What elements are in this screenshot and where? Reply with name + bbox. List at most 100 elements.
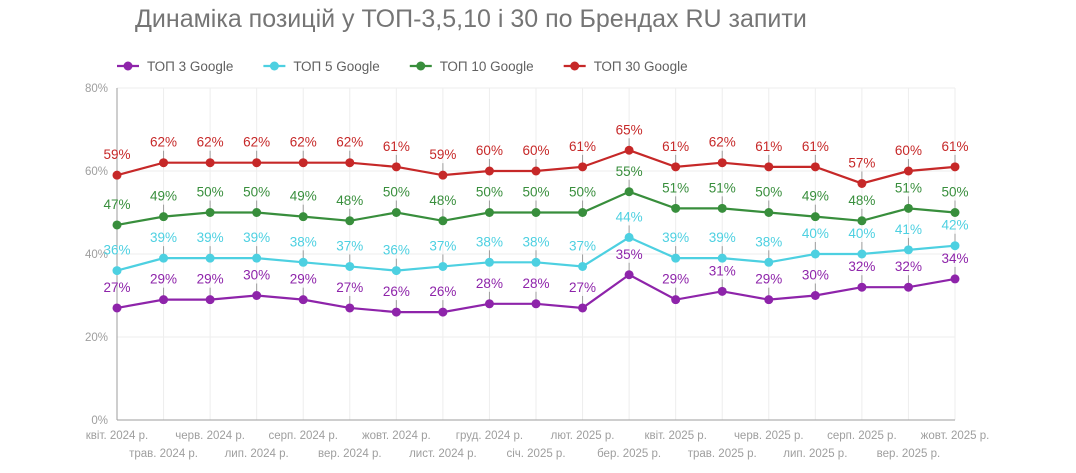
data-label: 44%: [616, 209, 643, 224]
data-point: [484, 166, 494, 176]
x-tick-label: лист. 2024 р.: [409, 448, 477, 460]
x-tick-label: серп. 2024 р.: [268, 430, 338, 442]
data-point: [252, 291, 262, 300]
data-point: [810, 212, 820, 222]
data-point: [298, 257, 308, 267]
data-point: [671, 162, 681, 172]
data-label: 40%: [848, 226, 875, 241]
data-point: [810, 291, 820, 300]
data-point: [810, 249, 820, 259]
data-point: [810, 162, 820, 172]
data-point: [298, 158, 308, 168]
data-label: 36%: [383, 243, 410, 258]
data-label: 50%: [522, 185, 549, 200]
data-point: [531, 166, 541, 176]
data-point: [764, 257, 774, 267]
x-tick-label: груд. 2024 р.: [456, 430, 523, 442]
legend-label: ТОП 30 Google: [594, 59, 688, 74]
data-label: 30%: [243, 268, 270, 283]
data-point: [531, 257, 541, 267]
series-3: 47% 49% 50% 50% 49% 48% 50% 48% 50% 50% 50% 55% 51% 5…: [103, 164, 969, 230]
data-label: 28%: [476, 276, 503, 291]
legend-label: ТОП 10 Google: [440, 59, 534, 74]
x-tick-label: лют. 2025 р.: [551, 430, 615, 442]
legend-marker: [123, 61, 133, 71]
legend-label: ТОП 3 Google: [147, 59, 233, 74]
data-label: 62%: [197, 135, 224, 150]
x-tick-label: вер. 2025 р.: [877, 448, 941, 460]
data-point: [391, 307, 401, 317]
data-label: 62%: [243, 135, 270, 150]
y-tick-label: 20%: [85, 332, 108, 344]
x-tick-label: вер. 2024 р.: [318, 448, 382, 460]
y-tick-label: 40%: [85, 249, 108, 261]
data-point: [112, 303, 122, 313]
series-1: 27% 29% 29% 30% 29% 27% 26% 26% 28% 28% 27% 35% 29% 3…: [103, 247, 969, 317]
data-point: [484, 257, 494, 267]
data-point: [624, 145, 634, 155]
data-label: 57%: [848, 155, 875, 170]
data-label: 39%: [150, 230, 177, 245]
legend-marker: [269, 61, 279, 71]
data-label: 30%: [802, 268, 829, 283]
series-2: 36% 39% 39% 39% 38% 37% 36% 37% 38% 38% 37% 44% 39% 3…: [103, 209, 969, 276]
data-point: [624, 232, 634, 242]
data-point: [205, 208, 215, 217]
legend-item: ТОП 3 Google: [117, 59, 233, 74]
legend-item: ТОП 5 Google: [263, 59, 380, 74]
data-point: [950, 241, 960, 251]
data-point: [717, 203, 727, 213]
data-label: 29%: [755, 272, 782, 287]
data-point: [438, 170, 448, 180]
data-point: [484, 299, 494, 309]
data-point: [112, 220, 122, 230]
data-point: [950, 208, 960, 217]
x-tick-label: трав. 2024 р.: [129, 448, 198, 460]
data-point: [717, 158, 727, 168]
data-point: [578, 261, 588, 271]
data-point: [438, 216, 448, 226]
data-label: 50%: [197, 185, 224, 200]
x-tick-label: черв. 2024 р.: [175, 430, 245, 442]
data-label: 49%: [290, 189, 317, 204]
data-point: [764, 208, 774, 217]
data-label: 31%: [709, 263, 736, 278]
data-label: 59%: [429, 147, 456, 162]
data-point: [205, 295, 215, 305]
data-label: 26%: [429, 284, 456, 299]
y-tick-label: 80%: [85, 83, 108, 95]
y-tick-label: 0%: [91, 415, 108, 427]
data-label: 65%: [616, 122, 643, 137]
series-4: 59% 62% 62% 62% 62% 62% 61% 59% 60% 60% 61% 65% 61% 6…: [103, 122, 969, 188]
x-tick-label: лип. 2024 р.: [225, 448, 289, 460]
data-label: 29%: [197, 272, 224, 287]
data-point: [950, 162, 960, 172]
y-tick-label: 60%: [85, 166, 108, 178]
x-tick-label: січ. 2025 р.: [506, 448, 565, 460]
data-label: 39%: [662, 230, 689, 245]
legend-marker: [570, 61, 580, 71]
chart-title: Динаміка позицій у ТОП-3,5,10 і 30 по Бр…: [135, 5, 807, 33]
data-label: 61%: [941, 139, 968, 154]
data-label: 61%: [802, 139, 829, 154]
data-point: [764, 295, 774, 305]
data-label: 62%: [150, 135, 177, 150]
data-label: 29%: [290, 272, 317, 287]
data-point: [764, 162, 774, 172]
data-point: [903, 166, 913, 176]
data-point: [391, 162, 401, 172]
x-tick-label: квіт. 2025 р.: [644, 430, 706, 442]
data-label: 38%: [522, 234, 549, 249]
data-point: [205, 158, 215, 168]
data-point: [159, 295, 169, 305]
legend-item: ТОП 10 Google: [409, 59, 534, 74]
data-label: 37%: [569, 238, 596, 253]
data-point: [298, 295, 308, 305]
data-label: 60%: [522, 143, 549, 158]
x-tick-label: серп. 2025 р.: [827, 430, 897, 442]
data-point: [112, 170, 122, 180]
data-point: [531, 208, 541, 217]
data-point: [159, 158, 169, 168]
data-label: 39%: [197, 230, 224, 245]
